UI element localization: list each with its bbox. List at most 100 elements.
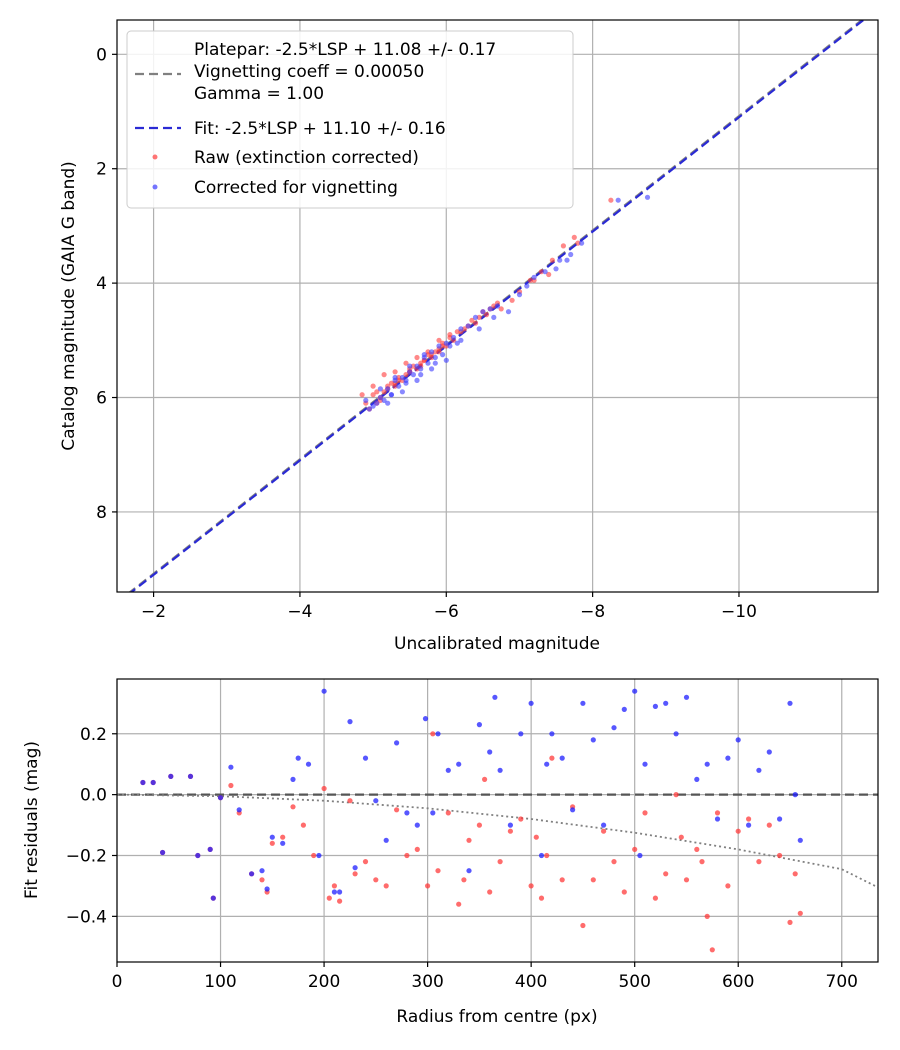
corrected-point [580, 700, 586, 706]
corrected-point [394, 740, 400, 746]
corrected-point [403, 377, 409, 383]
corrected-point [505, 309, 512, 315]
corrected-point [531, 274, 537, 280]
line-vignetting [117, 793, 878, 889]
bottom-axes-frame [116, 678, 879, 963]
corrected-point [264, 886, 270, 892]
raw-point [403, 372, 409, 378]
corrected-point [195, 852, 201, 859]
raw-point [374, 389, 380, 395]
raw-point [746, 816, 752, 822]
bottom-reference-lines [117, 793, 878, 889]
raw-point [381, 389, 387, 395]
corrected-point [443, 340, 449, 346]
corrected-point [570, 807, 576, 813]
raw-point [414, 354, 420, 361]
corrected-point [557, 257, 563, 263]
corrected-point [366, 406, 372, 412]
y-tick-label: −0.2 [66, 846, 107, 866]
y-tick-label: 0.2 [80, 725, 107, 745]
raw-point [652, 895, 659, 901]
corrected-point [295, 755, 301, 761]
corrected-point [280, 840, 286, 846]
corrected-point [269, 834, 275, 840]
corrected-point [207, 846, 213, 853]
raw-point [396, 377, 402, 383]
corrected-point [443, 357, 449, 363]
corrected-point [466, 868, 472, 874]
raw-point [300, 822, 306, 828]
raw-point [580, 922, 586, 929]
raw-point [392, 369, 398, 375]
corrected-point [611, 725, 617, 731]
x-tick-label: 0 [112, 972, 123, 992]
raw-point [259, 877, 265, 883]
corrected-point [491, 314, 497, 320]
corrected-point [497, 767, 503, 773]
corrected-point [388, 392, 394, 398]
raw-point [430, 731, 436, 737]
legend-platepar-line1: Platepar: -2.5*LSP + 11.08 +/- 0.17 [194, 40, 496, 60]
corrected-point [524, 283, 530, 289]
raw-point [383, 883, 389, 889]
corrected-point [792, 792, 798, 798]
corrected-point [362, 755, 369, 761]
corrected-point [746, 822, 752, 828]
x-tick-label: 200 [308, 972, 340, 992]
raw-point [491, 303, 497, 309]
raw-point [347, 798, 353, 804]
corrected-point [704, 761, 710, 767]
legend-raw-label: Raw (extinction corrected) [194, 148, 419, 168]
raw-point [560, 243, 567, 249]
raw-point [725, 883, 731, 889]
corrected-point [766, 749, 772, 755]
corrected-point [432, 354, 438, 361]
corrected-point [579, 240, 585, 246]
corrected-point [396, 383, 402, 389]
raw-point [538, 269, 545, 275]
raw-point [370, 383, 376, 389]
bottom-chart: 0 100 200 300 400 500 600 700 −0.4 −0.2 0.0 0.2 Ra… [22, 678, 879, 1027]
corrected-point [432, 360, 438, 366]
corrected-point [399, 374, 405, 381]
corrected-point [187, 773, 194, 780]
corrected-point [549, 731, 555, 737]
corrected-point [590, 737, 596, 743]
raw-point [435, 868, 441, 874]
raw-point [269, 840, 275, 846]
corrected-point [787, 700, 793, 706]
raw-point [466, 837, 472, 843]
corrected-point [414, 377, 420, 383]
x-tick-label: 700 [826, 972, 858, 992]
raw-point [533, 834, 539, 840]
corrected-point [756, 767, 762, 773]
corrected-point [621, 706, 627, 713]
x-tick-label: 500 [618, 972, 650, 992]
corrected-point [725, 755, 731, 761]
corrected-point [615, 197, 621, 203]
corrected-point [451, 334, 457, 341]
raw-point [454, 329, 460, 335]
raw-point [683, 877, 690, 883]
raw-point [527, 277, 534, 283]
corrected-point [290, 776, 296, 783]
legend-fit-label: Fit: -2.5*LSP + 11.10 +/- 0.16 [194, 119, 446, 139]
raw-point [735, 828, 741, 834]
corrected-point [777, 816, 783, 822]
corrected-point [480, 309, 486, 315]
corrected-point [797, 837, 803, 843]
corrected-point [518, 731, 524, 737]
corrected-point [381, 397, 387, 403]
corrected-point [487, 306, 493, 312]
top-scatter-points [359, 194, 651, 412]
corrected-point [644, 194, 651, 200]
corrected-point [370, 403, 376, 409]
corrected-point [494, 303, 501, 309]
raw-point [469, 317, 475, 323]
corrected-point [236, 807, 242, 813]
corrected-point [436, 343, 442, 349]
legend-platepar-line2: Vignetting coeff = 0.00050 [194, 62, 424, 82]
raw-point [694, 846, 700, 853]
top-axes-frame [116, 19, 879, 593]
corrected-point [321, 688, 327, 694]
